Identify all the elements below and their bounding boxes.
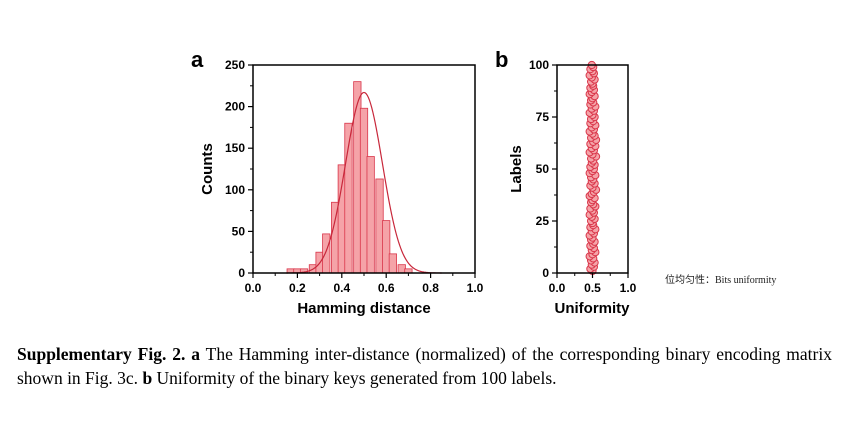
x-tick-label: 0.6 — [378, 281, 395, 295]
x-tick-label: 1.0 — [467, 281, 484, 295]
histogram-bars — [286, 81, 413, 274]
y-axis-title-a: Counts — [199, 143, 216, 195]
histogram-bar — [322, 233, 331, 274]
y-tick-label: 0 — [542, 266, 549, 280]
caption-b-letter: b — [142, 368, 153, 388]
y-tick-label: 0 — [238, 266, 245, 280]
caption-title: Supplementary Fig. 2. — [17, 344, 186, 364]
histogram-bar — [388, 253, 397, 274]
x-axis-ticks-b: 0.0 0.5 1.0 — [549, 273, 637, 295]
x-tick-label: 0.8 — [422, 281, 439, 295]
histogram-chart: 0.0 0.2 0.4 0.6 0.8 1.0 0 50 100 150 200 250 Hammi… — [199, 58, 484, 317]
x-axis-ticks-a: 0.0 0.2 0.4 0.6 0.8 1.0 — [245, 273, 484, 295]
panel-a-letter: a — [191, 47, 204, 72]
x-tick-label: 1.0 — [620, 281, 637, 295]
y-tick-label: 150 — [225, 141, 245, 155]
x-tick-label: 0.0 — [245, 281, 262, 295]
x-axis-title-b: Uniformity — [555, 300, 631, 317]
histogram-bar — [366, 156, 375, 274]
y-axis-ticks-b: 0 25 50 75 100 — [529, 58, 557, 280]
uniformity-scatter-chart: 0.0 0.5 1.0 0 25 50 75 100 Uniformity Labels — [508, 58, 637, 317]
y-tick-label: 100 — [225, 183, 245, 197]
x-axis-title-a: Hamming distance — [297, 300, 430, 317]
side-note: 位均匀性：Bits uniformity — [665, 273, 776, 286]
x-tick-label: 0.2 — [289, 281, 306, 295]
y-tick-label: 50 — [536, 162, 550, 176]
caption-a-letter: a — [191, 344, 201, 364]
x-tick-label: 0.5 — [584, 281, 601, 295]
y-tick-label: 50 — [232, 224, 246, 238]
y-tick-label: 75 — [536, 110, 550, 124]
caption-b-text: Uniformity of the binary keys generated … — [152, 368, 557, 388]
y-tick-label: 25 — [536, 214, 550, 228]
y-tick-label: 100 — [529, 58, 549, 72]
y-tick-label: 250 — [225, 58, 245, 72]
gaussian-fit-curve — [286, 91, 442, 274]
y-tick-label: 200 — [225, 100, 245, 114]
x-tick-label: 0.4 — [333, 281, 350, 295]
scatter-points — [585, 60, 601, 276]
panel-b-letter: b — [495, 47, 508, 72]
x-tick-label: 0.0 — [549, 281, 566, 295]
y-axis-title-b: Labels — [508, 145, 525, 193]
caption-a-text: The Hamming inter-distance (normalized) … — [17, 344, 832, 388]
figure-caption: Supplementary Fig. 2. a The Hamming inte… — [17, 342, 832, 390]
y-axis-ticks-a: 0 50 100 150 200 250 — [225, 58, 253, 280]
